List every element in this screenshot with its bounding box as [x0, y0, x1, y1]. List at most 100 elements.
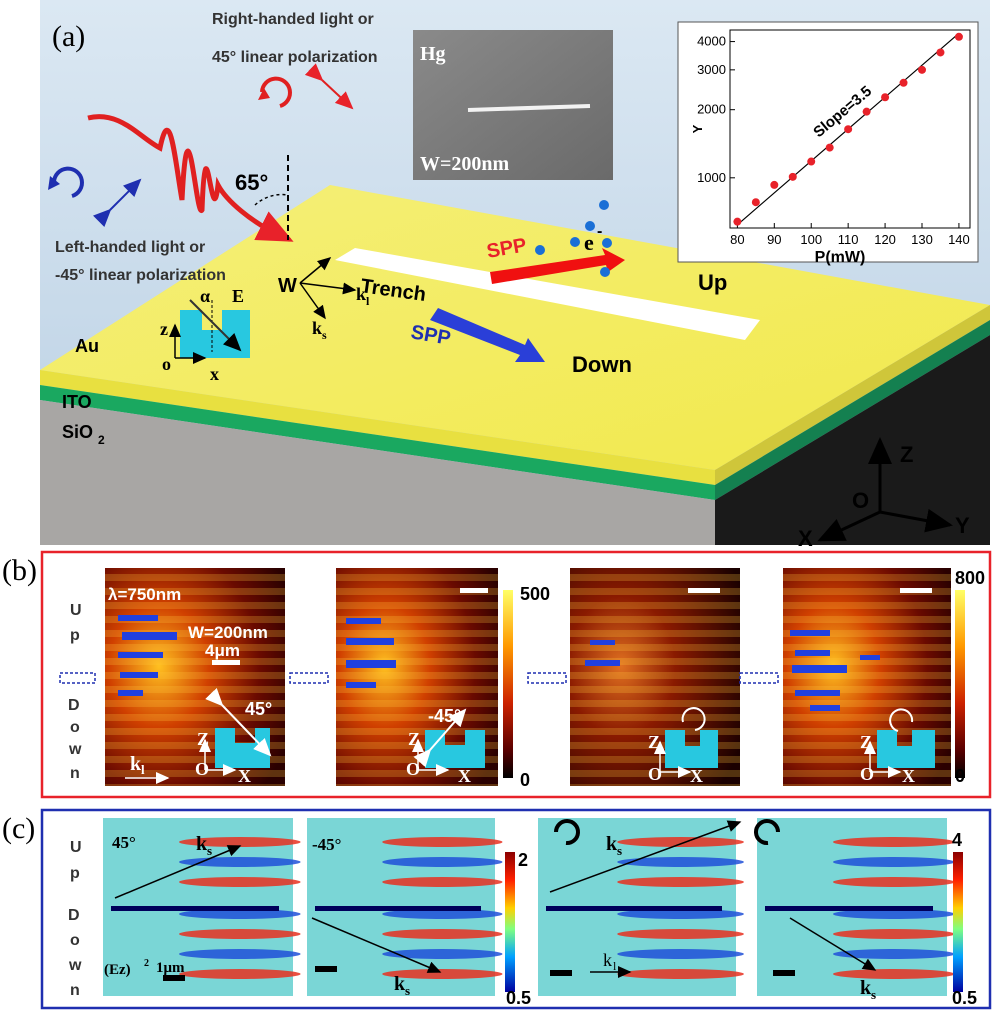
x-small-label: x	[210, 364, 219, 384]
field-fringe	[179, 837, 301, 847]
field-fringe	[179, 877, 301, 887]
y-tick-label: 2000	[697, 102, 726, 117]
kl-sub-b: l	[141, 762, 145, 777]
layer-sio2-sub: 2	[98, 433, 105, 447]
incident-light-wave	[87, 114, 287, 241]
y-axis-label: Y	[690, 124, 705, 133]
field-fringe	[617, 857, 744, 867]
ks-sub-c1: s	[207, 843, 212, 858]
electron-sup: -	[597, 223, 602, 240]
axis-x-label: X	[798, 526, 813, 551]
kl-label-b: k	[130, 753, 142, 775]
x-label-b1: X	[238, 766, 251, 786]
z-label-b4: Z	[860, 732, 872, 752]
ks-label-c3: k	[606, 833, 618, 855]
circular-pol-icons-c	[554, 819, 780, 846]
x-tick-label: 100	[800, 232, 822, 247]
layer-ito-label: ITO	[62, 392, 92, 412]
field-fringe	[617, 877, 744, 887]
incident-arrow	[254, 211, 294, 242]
colorbar-b2-min: 0	[955, 766, 965, 786]
side-label-n: n	[70, 982, 80, 999]
right-handed-label-2: 45° linear polarization	[212, 49, 378, 66]
simulation-images	[103, 818, 955, 996]
axis-o-label: O	[852, 488, 869, 513]
data-point	[899, 78, 908, 87]
kl-sub-c: l	[613, 959, 617, 973]
layer-au-label: Au	[75, 336, 99, 356]
data-point	[733, 217, 742, 226]
colorbar-b1-min: 0	[520, 770, 530, 790]
trench-marker-icon	[527, 672, 567, 684]
ks-sub-c4: s	[871, 987, 876, 1002]
ito-side-edge	[715, 320, 990, 500]
electron-dot	[600, 267, 610, 277]
data-point	[807, 157, 816, 166]
field-fringe	[179, 949, 301, 959]
field-fringe	[382, 909, 503, 919]
ks-vector-arrow	[299, 282, 326, 320]
o-small-label: o	[162, 354, 171, 374]
colorbar-c2	[953, 852, 963, 992]
alpha-label: α	[200, 286, 210, 306]
side-label-o: o	[70, 932, 80, 949]
scale-label-b: 4μm	[205, 641, 240, 660]
pol-m45-label-b: -45°	[428, 706, 461, 726]
data-point	[954, 32, 963, 41]
polarization-icons-b	[205, 687, 914, 768]
o-label-b1: O	[195, 759, 209, 779]
electron-dot	[570, 237, 580, 247]
o-label-b2: O	[406, 759, 420, 779]
field-fringe	[179, 909, 301, 919]
data-point	[918, 65, 926, 74]
x-tick-label: 120	[874, 232, 896, 247]
axis-icons-b	[199, 738, 902, 778]
field-fringe	[617, 949, 744, 959]
trench-marker-icon	[739, 672, 779, 684]
side-label-d: D	[68, 907, 80, 924]
side-label-w: w	[68, 957, 82, 974]
electron-dot	[599, 200, 609, 210]
data-point	[788, 172, 797, 181]
panel-c	[40, 808, 992, 1010]
panel-a: 80 90 100 110 120 130 140 1000 2000 3000 4000 P(mW)…	[40, 0, 990, 545]
field-fringe	[382, 857, 503, 867]
electron-dot	[535, 245, 545, 255]
colorbar-b2	[955, 590, 965, 778]
x-tick-label: 80	[730, 232, 744, 247]
ks-sub-c3: s	[617, 843, 622, 858]
x-label-b2: X	[458, 766, 471, 786]
panel-label-b: (b)	[2, 554, 37, 587]
xyz-axis-icon	[817, 437, 953, 542]
trench	[335, 248, 760, 340]
x-label-b4: X	[902, 766, 915, 786]
ks-label-c4: k	[860, 977, 872, 999]
axis-z-label: Z	[900, 442, 913, 467]
z-small-label: z	[160, 319, 168, 339]
y-tick-label: 4000	[697, 34, 726, 49]
width-label-b: W=200nm	[188, 623, 268, 642]
trench-cross-section-icon	[169, 299, 250, 364]
right-handed-label-1: Right-handed light or	[212, 11, 374, 28]
electron-label: e	[584, 230, 594, 255]
scale-bar	[900, 588, 932, 593]
kl-subscript: l	[366, 294, 370, 308]
left-handed-circular-icon	[48, 166, 84, 198]
side-label-w: w	[68, 741, 82, 758]
right-handed-circular-icon	[258, 76, 292, 108]
left-handed-label-1: Left-handed light or	[55, 239, 205, 256]
data-point	[936, 48, 945, 57]
panel-b-text: (b) λ=750nm W=200nm 4μm k l 45° -45° 500…	[2, 554, 985, 790]
scale-bar	[212, 660, 240, 665]
saturated-regions	[118, 615, 880, 711]
field-fringe	[833, 837, 955, 847]
x-label-b3: X	[690, 766, 703, 786]
trench-line	[111, 906, 279, 911]
electron-dot	[602, 238, 612, 248]
sem-width-label: W=200nm	[420, 153, 510, 175]
x-tick-label: 90	[767, 232, 781, 247]
panel-label-a: (a)	[52, 20, 85, 53]
side-label-p: p	[70, 627, 80, 644]
pol-45-label-b: 45°	[245, 699, 272, 719]
